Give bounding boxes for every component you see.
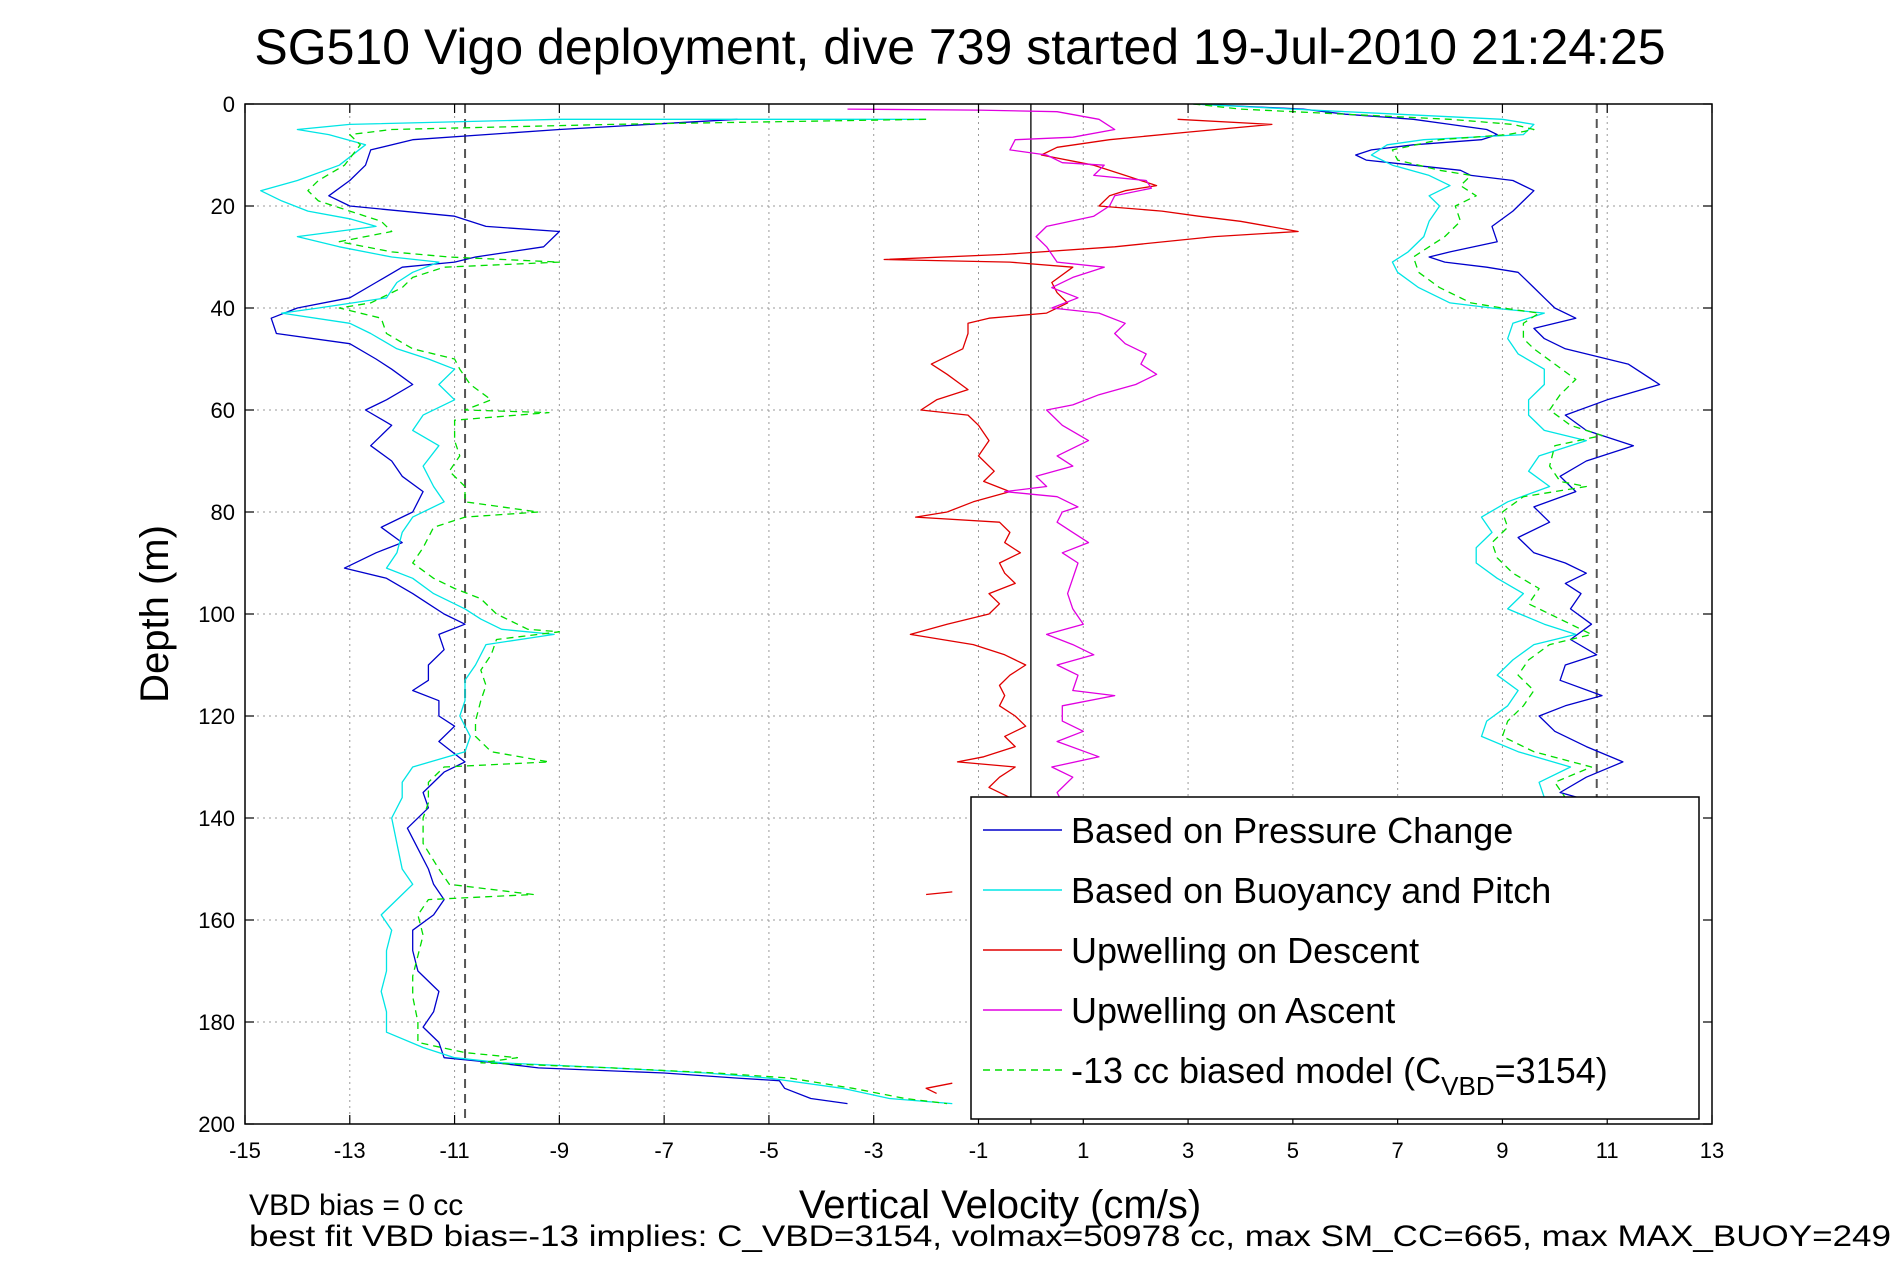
x-tick-label: -11 xyxy=(439,1138,469,1163)
x-tick-label: 3 xyxy=(1182,1138,1194,1163)
series-line-1 xyxy=(260,118,953,1105)
x-tick-label: 13 xyxy=(1700,1138,1724,1163)
x-tick-label: 9 xyxy=(1496,1138,1508,1163)
series-line-3 xyxy=(847,108,1158,803)
x-tick-label: -9 xyxy=(550,1138,570,1163)
y-tick-label: 160 xyxy=(198,908,235,933)
x-tick-label: -15 xyxy=(229,1138,261,1163)
legend-label-text: Upwelling on Descent xyxy=(1071,930,1419,971)
legend-label-text: Based on Buoyancy and Pitch xyxy=(1071,870,1551,911)
y-tick-label: 140 xyxy=(198,806,235,831)
y-tick-label: 60 xyxy=(211,398,235,423)
legend-label-subscript: VBD xyxy=(1441,1071,1494,1101)
footnote-vbd-bias: VBD bias = 0 cc xyxy=(249,1189,463,1222)
series-line-2 xyxy=(883,118,1299,809)
series-line-1 xyxy=(1193,104,1587,798)
y-tick-label: 100 xyxy=(198,602,235,627)
legend-label-text: -13 cc biased model (C xyxy=(1071,1050,1441,1091)
x-tick-label: -13 xyxy=(334,1138,366,1163)
legend-label-2: Upwelling on Descent xyxy=(1071,930,1419,971)
chart-title: SG510 Vigo deployment, dive 739 started … xyxy=(254,19,1665,75)
x-tick-label: 11 xyxy=(1596,1138,1619,1163)
y-tick-label: 20 xyxy=(211,194,235,219)
legend-label-text: Upwelling on Ascent xyxy=(1071,990,1395,1031)
y-tick-label: 0 xyxy=(223,92,235,117)
x-tick-label: 1 xyxy=(1077,1138,1089,1163)
series-line-2 xyxy=(926,891,953,896)
series-line-2 xyxy=(925,1082,953,1094)
series-layer xyxy=(260,104,1661,1105)
legend-box xyxy=(970,796,1700,1120)
y-ticks: 0 20 40 60 80 100 120 140 160 180 200 xyxy=(198,92,1712,1137)
y-tick-label: 80 xyxy=(211,500,235,525)
series-line-0 xyxy=(270,118,848,1105)
x-tick-label: -7 xyxy=(654,1138,674,1163)
legend-label-4: -13 cc biased model (CVBD=3154) xyxy=(1071,1050,1608,1101)
footnote-best-fit: best fit VBD bias=-13 implies: C_VBD=315… xyxy=(249,1220,1891,1253)
x-tick-label: -3 xyxy=(864,1138,884,1163)
x-tick-label: 7 xyxy=(1392,1138,1404,1163)
series-line-4 xyxy=(1193,104,1603,798)
legend: Based on Pressure Change Based on Buoyanc… xyxy=(970,796,1700,1120)
y-axis-label: Depth (m) xyxy=(133,525,177,703)
legend-label-suffix: =3154) xyxy=(1495,1050,1608,1091)
y-tick-label: 200 xyxy=(198,1112,235,1137)
legend-label-1: Based on Buoyancy and Pitch xyxy=(1071,870,1551,911)
y-tick-label: 40 xyxy=(211,296,235,321)
y-tick-label: 120 xyxy=(198,704,235,729)
legend-label-0: Based on Pressure Change xyxy=(1071,810,1513,851)
series-line-4 xyxy=(307,118,948,1105)
legend-label-3: Upwelling on Ascent xyxy=(1071,990,1395,1031)
y-tick-label: 180 xyxy=(198,1010,235,1035)
legend-label-text: Based on Pressure Change xyxy=(1071,810,1513,851)
x-tick-label: -1 xyxy=(969,1138,989,1163)
x-tick-label: 5 xyxy=(1287,1138,1299,1163)
x-tick-label: -5 xyxy=(759,1138,779,1163)
x-ticks: -15 -13 -11 -9 -7 -5 -3 -1 1 3 5 7 9 11 13 xyxy=(229,104,1724,1163)
x-axis-label: Vertical Velocity (cm/s) xyxy=(799,1183,1201,1227)
series-line-0 xyxy=(1193,104,1661,804)
